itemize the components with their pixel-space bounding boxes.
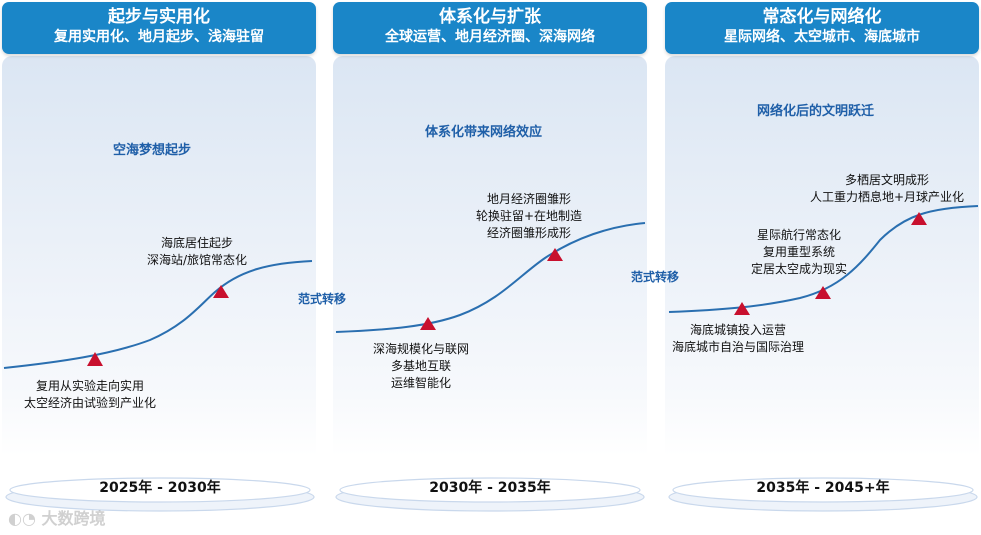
phase-2-subtitle: 全球运营、地月经济圈、深海网络 (385, 29, 595, 45)
phase-1-milestone-high: 海底居住起步 深海站/旅馆常态化 (147, 236, 248, 267)
phase-1-years: 2025年 - 2030年 (99, 480, 221, 496)
milestone-marker-3b (815, 286, 831, 299)
milestone-marker-3c (911, 212, 927, 225)
curve-phase-2 (335, 222, 646, 333)
phase-1-title: 起步与实用化 (108, 7, 210, 27)
phase-1-header: 起步与实用化 复用实用化、地月起步、浅海驻留 (2, 2, 316, 54)
phase-3-years: 2035年 - 2045+年 (756, 480, 890, 496)
phase-2-header: 体系化与扩张 全球运营、地月经济圈、深海网络 (333, 2, 647, 54)
phase-3-milestone-high: 多栖居文明成形 人工重力栖息地+月球产业化 (810, 173, 965, 204)
milestone-marker-1b (213, 285, 229, 298)
year-platform-1 (5, 477, 315, 512)
phase-2-panel (333, 56, 647, 456)
milestone-marker-3a (734, 302, 750, 315)
phase-3-milestone-low: 海底城镇投入运营 海底城市自治与国际治理 (672, 323, 805, 354)
phase-1-panel (2, 56, 316, 456)
phase-2-years: 2030年 - 2035年 (429, 480, 551, 496)
phase-2-milestone-low: 深海规模化与联网 多基地互联 运维智能化 (373, 342, 470, 390)
phase-3-panel (665, 56, 979, 456)
watermark-icon: ◐◔ (8, 509, 42, 528)
phase-1-milestone-low: 复用从实验走向实用 太空经济由试验到产业化 (24, 379, 157, 410)
curve-phase-1 (3, 260, 313, 369)
phase-1-theme: 空海梦想起步 (113, 143, 192, 158)
phase-1-subtitle: 复用实用化、地月起步、浅海驻留 (54, 29, 264, 45)
phase-2-title: 体系化与扩张 (439, 7, 541, 27)
phase-3-subtitle: 星际网络、太空城市、海底城市 (724, 29, 920, 45)
year-platform-3 (668, 477, 978, 512)
paradigm-shift-label-1: 范式转移 (298, 292, 347, 306)
milestone-marker-2a (420, 317, 436, 330)
milestone-marker-2b (547, 248, 563, 261)
watermark-logo: ◐◔ 大数跨境 (8, 509, 106, 528)
phase-3-header: 常态化与网络化 星际网络、太空城市、海底城市 (665, 2, 979, 54)
phase-3-milestone-mid: 星际航行常态化 复用重型系统 定居太空成为现实 (751, 228, 848, 276)
phase-3-title: 常态化与网络化 (762, 7, 882, 27)
year-platform-2 (335, 477, 645, 512)
phase-2-milestone-high: 地月经济圈雏形 轮换驻留+在地制造 经济圈雏形成形 (476, 192, 583, 240)
milestone-marker-1a (87, 352, 103, 366)
phase-2-theme: 体系化带来网络效应 (425, 125, 543, 140)
phase-3-theme: 网络化后的文明跃迁 (757, 104, 875, 119)
paradigm-shift-label-2: 范式转移 (631, 270, 680, 284)
